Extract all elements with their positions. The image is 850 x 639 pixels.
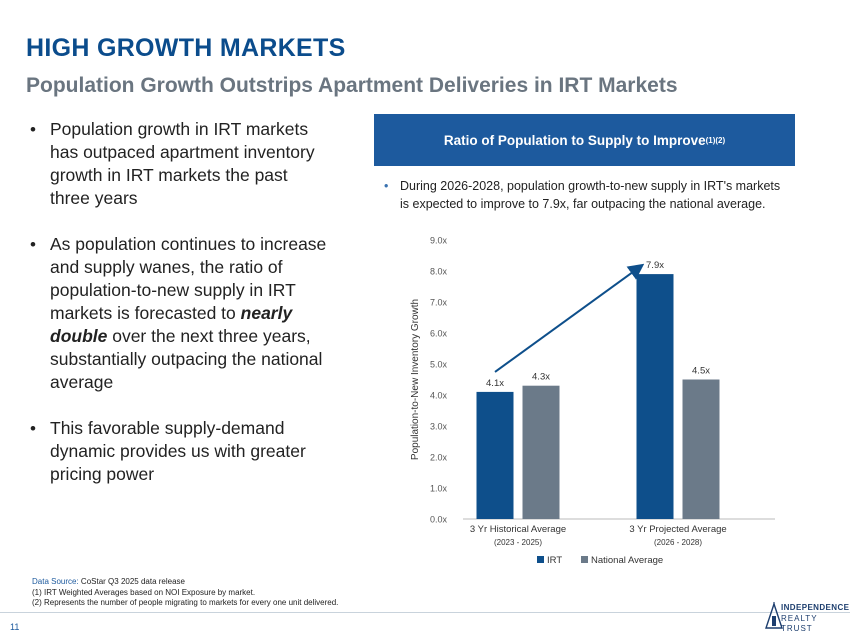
data-source-label: Data Source:	[32, 577, 79, 586]
footnotes: Data Source: CoStar Q3 2025 data release…	[32, 577, 338, 609]
bullet-item: • This favorable supply-demand dynamic pr…	[30, 418, 306, 484]
y-tick-label: 4.0x	[430, 391, 448, 401]
x-category-label: 3 Yr Projected Average	[629, 524, 726, 535]
bar-national-average	[682, 379, 720, 519]
bullet-text: over the next three years, substantially…	[50, 326, 323, 392]
bar-irt	[636, 274, 674, 519]
bullet-text: As population continues to increase and …	[50, 234, 327, 323]
footnote-1: (1) IRT Weighted Averages based on NOI E…	[32, 587, 256, 597]
legend-swatch	[537, 556, 544, 563]
bullet-item: • Population growth in IRT markets has ou…	[30, 119, 315, 208]
logo-line-1: INDEPENDENCE	[781, 603, 850, 612]
chart-note-text: During 2026-2028, population growth-to-n…	[400, 179, 781, 211]
y-tick-label: 7.0x	[430, 298, 448, 308]
footnote-2: (2) Represents the number of people migr…	[32, 598, 339, 607]
legend-label: National Average	[591, 555, 663, 566]
y-tick-label: 1.0x	[430, 484, 448, 494]
bullet-item: • As population continues to increase and…	[30, 234, 327, 392]
bullet-text: Population growth in IRT markets has out…	[50, 119, 315, 208]
page-subtitle: Population Growth Outstrips Apartment De…	[26, 74, 678, 97]
data-label: 4.3x	[532, 372, 550, 383]
chart-panel-title: Ratio of Population to Supply to Improve	[443, 132, 706, 148]
company-logo-icon	[765, 601, 783, 629]
chart-note: • During 2026-2028, population growth-to-…	[384, 177, 784, 213]
growth-arrow	[494, 263, 645, 373]
bullet-emphasis: nearly double	[50, 303, 293, 346]
bar-national-average	[522, 385, 560, 519]
y-tick-label: 2.0x	[430, 453, 448, 463]
data-source-text: CoStar Q3 2025 data release	[78, 577, 185, 586]
y-tick-label: 5.0x	[430, 360, 448, 370]
chart-panel-footnote-ref: (1)(2)	[705, 135, 726, 145]
bar-irt	[476, 391, 514, 519]
legend-label: IRT	[547, 555, 562, 566]
page-number: 11	[10, 622, 20, 632]
logo-line-2: REALTY TRUST	[781, 613, 818, 634]
chart-panel-header: Ratio of Population to Supply to Improve…	[374, 114, 795, 166]
data-label: 7.9x	[646, 260, 664, 271]
chart-note-item: • During 2026-2028, population growth-to-…	[384, 179, 781, 211]
page-title: HIGH GROWTH MARKETS	[26, 34, 346, 62]
company-logo-text: INDEPENDENCE REALTY TRUST	[781, 603, 850, 635]
bullet-text: This favorable supply-demand dynamic pro…	[50, 418, 306, 484]
y-tick-label: 0.0x	[430, 515, 448, 525]
legend-swatch	[581, 556, 588, 563]
bar-chart: 0.0x 1.0x 2.0x 3.0x 4.0x 5.0x 6.0x 7.0x 8.0x 9.0x…	[410, 236, 775, 566]
x-category-sublabel: (2023 - 2025)	[494, 538, 542, 547]
y-tick-label: 6.0x	[430, 329, 448, 339]
x-category-label: 3 Yr Historical Average	[470, 524, 566, 535]
bullet-list: • Population growth in IRT markets has ou…	[30, 118, 330, 509]
data-label: 4.5x	[692, 366, 710, 377]
data-source: Data Source: CoStar Q3 2025 data release	[32, 577, 338, 588]
y-tick-label: 8.0x	[430, 267, 448, 277]
y-axis-label: Population-to-New Inventory Growth	[410, 299, 421, 460]
data-label: 4.1x	[486, 378, 504, 389]
y-tick-label: 3.0x	[430, 422, 448, 432]
y-tick-label: 9.0x	[430, 236, 448, 246]
x-category-sublabel: (2026 - 2028)	[654, 538, 702, 547]
footer-divider	[0, 612, 850, 613]
